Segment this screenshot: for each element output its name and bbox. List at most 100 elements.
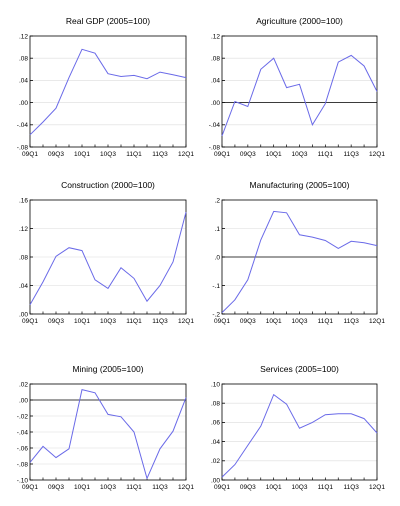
x-tick-label: 09Q1 xyxy=(22,484,38,491)
y-tick-label: -.10 xyxy=(17,477,29,484)
x-tick-label: 11Q1 xyxy=(318,318,334,325)
x-tick-label: 09Q3 xyxy=(48,484,64,491)
x-tick-label: 11Q1 xyxy=(126,151,142,158)
x-tick-label: 11Q1 xyxy=(318,151,334,158)
y-tick-label: .00 xyxy=(211,477,220,484)
y-tick-label: .10 xyxy=(211,381,220,388)
x-tick-label: 12Q1 xyxy=(178,318,194,325)
y-tick-label: -.08 xyxy=(17,144,29,151)
x-tick-label: 10Q3 xyxy=(292,318,308,325)
y-tick-label: .00 xyxy=(19,397,28,404)
y-tick-label: .08 xyxy=(211,56,220,63)
y-tick-label: .12 xyxy=(211,33,220,40)
y-tick-label: .04 xyxy=(19,283,28,290)
y-tick-label: -.1 xyxy=(212,283,220,290)
x-tick-label: 09Q1 xyxy=(22,318,38,325)
series-line xyxy=(221,54,378,137)
y-tick-label: .04 xyxy=(211,78,220,85)
y-tick-label: .0 xyxy=(215,254,221,261)
y-tick-label: -.06 xyxy=(17,445,29,452)
x-tick-label: 09Q3 xyxy=(48,318,64,325)
x-tick-label: 12Q1 xyxy=(178,151,194,158)
x-tick-label: 10Q1 xyxy=(266,151,282,158)
plot-frame xyxy=(29,35,187,148)
chart-title: Services (2005=100) xyxy=(260,364,339,374)
chart-panel: Mining (2005=100) -.10 -.08 -.06 -.04 -.02 .00… xyxy=(17,364,195,491)
series-line xyxy=(29,388,187,480)
chart-panel: Construction (2000=100) .00 .04 .08 .12 .16 09… xyxy=(19,180,194,325)
y-tick-label: -.08 xyxy=(209,144,221,151)
chart-panel: Services (2005=100) .00 .02 .04 .06 .08 .10 09Q… xyxy=(211,364,385,491)
y-tick-label: .08 xyxy=(211,401,220,408)
x-tick-label: 12Q1 xyxy=(369,151,385,158)
x-tick-label: 09Q1 xyxy=(22,151,38,158)
x-tick-label: 11Q3 xyxy=(343,484,359,491)
x-tick-label: 10Q3 xyxy=(292,151,308,158)
y-tick-label: -.2 xyxy=(212,311,220,318)
x-tick-label: 12Q1 xyxy=(178,484,194,491)
y-tick-label: .02 xyxy=(211,458,220,465)
x-tick-label: 11Q1 xyxy=(318,484,334,491)
x-tick-label: 09Q3 xyxy=(240,151,256,158)
chart-title: Real GDP (2005=100) xyxy=(66,16,150,26)
x-tick-label: 10Q3 xyxy=(100,151,116,158)
series-line xyxy=(221,393,378,478)
x-tick-label: 10Q1 xyxy=(74,151,90,158)
x-tick-label: 12Q1 xyxy=(369,484,385,491)
y-tick-label: .12 xyxy=(19,226,28,233)
y-tick-label: -.02 xyxy=(17,413,29,420)
x-tick-label: 09Q3 xyxy=(240,318,256,325)
y-tick-label: .08 xyxy=(19,254,28,261)
x-tick-label: 12Q1 xyxy=(369,318,385,325)
y-tick-label: -.04 xyxy=(17,429,29,436)
y-tick-label: .08 xyxy=(19,56,28,63)
plot-frame xyxy=(221,383,378,481)
x-tick-label: 11Q1 xyxy=(126,484,142,491)
x-tick-label: 10Q1 xyxy=(266,318,282,325)
x-tick-label: 10Q3 xyxy=(100,318,116,325)
x-tick-label: 10Q3 xyxy=(292,484,308,491)
series-line xyxy=(29,48,187,136)
y-tick-label: .2 xyxy=(215,197,221,204)
x-tick-label: 11Q3 xyxy=(343,151,359,158)
y-tick-label: .1 xyxy=(215,226,221,233)
chart-panel: Real GDP (2005=100) -.08 -.04 .00 .04 .08 .12 0… xyxy=(17,16,195,158)
x-tick-label: 09Q1 xyxy=(214,484,230,491)
x-tick-label: 09Q1 xyxy=(214,318,230,325)
y-tick-label: .00 xyxy=(19,100,28,107)
chart-panel: Agriculture (2000=100) -.08 -.04 .00 .04 .08.… xyxy=(209,16,386,158)
x-tick-label: 10Q1 xyxy=(74,318,90,325)
y-tick-label: -.08 xyxy=(17,461,29,468)
y-tick-label: .00 xyxy=(211,100,220,107)
x-tick-label: 09Q3 xyxy=(48,151,64,158)
x-tick-label: 11Q3 xyxy=(152,484,168,491)
x-tick-label: 11Q3 xyxy=(343,318,359,325)
plot-frame xyxy=(221,35,378,148)
chart-panel: Manufacturing (2005=100) -.2 -.1 .0 .1 .2 09Q1… xyxy=(212,180,385,325)
y-tick-label: .04 xyxy=(211,439,220,446)
x-tick-label: 10Q1 xyxy=(266,484,282,491)
series-line xyxy=(221,210,378,313)
chart-title: Manufacturing (2005=100) xyxy=(250,180,350,190)
x-tick-label: 11Q3 xyxy=(152,318,168,325)
x-tick-label: 09Q3 xyxy=(240,484,256,491)
x-tick-label: 11Q3 xyxy=(152,151,168,158)
y-tick-label: -.04 xyxy=(209,122,221,129)
y-tick-label: .04 xyxy=(19,78,28,85)
y-tick-label: .00 xyxy=(19,311,28,318)
x-tick-label: 09Q1 xyxy=(214,151,230,158)
chart-title: Mining (2005=100) xyxy=(72,364,143,374)
chart-panels: Real GDP (2005=100) -.08 -.04 .00 .04 .08 .12 0… xyxy=(17,16,386,491)
y-tick-label: .12 xyxy=(19,33,28,40)
x-tick-label: 11Q1 xyxy=(126,318,142,325)
y-tick-label: .06 xyxy=(211,420,220,427)
y-tick-label: .16 xyxy=(19,197,28,204)
y-tick-label: -.04 xyxy=(17,122,29,129)
chart-title: Agriculture (2000=100) xyxy=(256,16,343,26)
series-line xyxy=(29,211,187,305)
x-tick-label: 10Q1 xyxy=(74,484,90,491)
chart-title: Construction (2000=100) xyxy=(61,180,155,190)
x-tick-label: 10Q3 xyxy=(100,484,116,491)
y-tick-label: .02 xyxy=(19,381,28,388)
